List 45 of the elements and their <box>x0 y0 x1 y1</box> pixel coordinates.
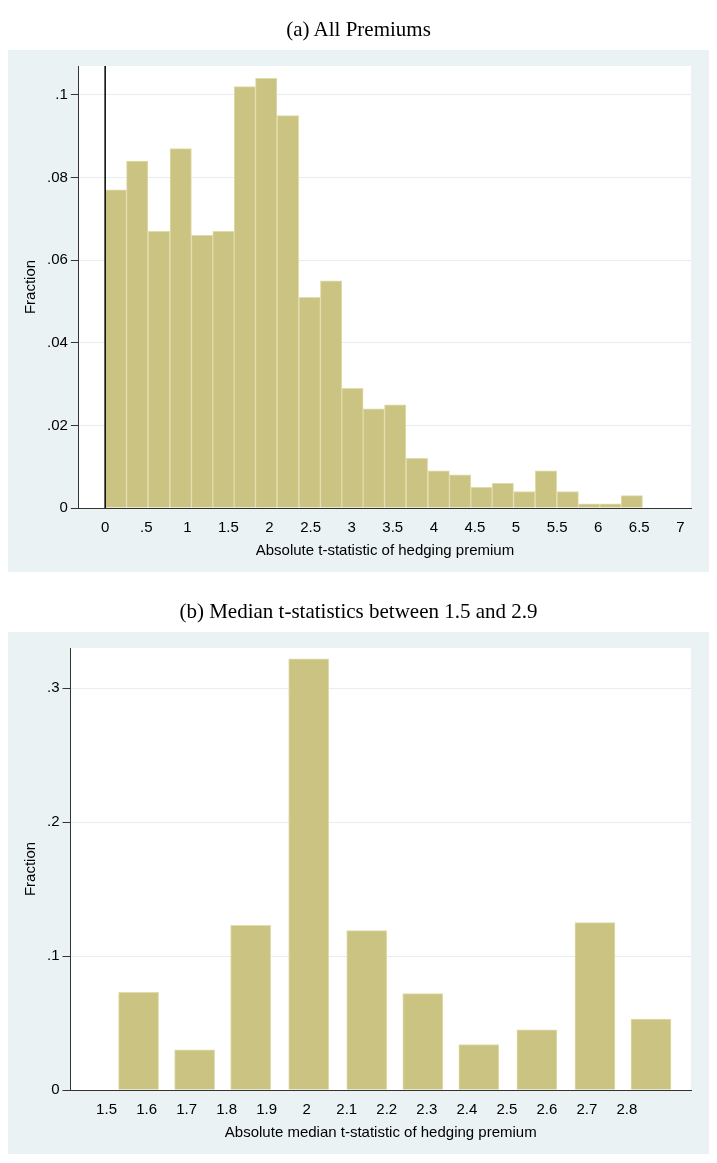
x-tick-label: 2.2 <box>376 1100 398 1118</box>
chart-title: (a) All Premiums <box>285 16 432 43</box>
y-tick-label: .1 <box>55 85 68 103</box>
y-tick-label: .06 <box>46 250 68 268</box>
x-axis-title: Absolute t-statistic of hedging premium <box>255 541 515 559</box>
x-tick-label: 2.4 <box>456 1100 478 1118</box>
y-tick-label: .08 <box>46 167 68 185</box>
x-tick-label: 6.5 <box>628 518 650 536</box>
x-tick-label: 5.5 <box>546 518 568 536</box>
x-tick-label: 2.5 <box>300 518 321 536</box>
x-tick-label: 2 <box>302 1100 311 1118</box>
y-tick-label: .04 <box>46 332 68 350</box>
x-tick-label: 3.5 <box>382 518 404 536</box>
x-tick-label: 2.6 <box>536 1100 558 1118</box>
x-tick-label: 4.5 <box>464 518 486 536</box>
x-tick-label: 2 <box>265 518 274 536</box>
x-tick-label: 7 <box>676 518 685 536</box>
x-tick-label: 2.3 <box>416 1100 438 1118</box>
y-tick-label: 0 <box>51 1080 60 1098</box>
y-tick-label: .3 <box>46 678 60 696</box>
x-tick-label: 2.7 <box>576 1100 598 1118</box>
y-tick-label: .2 <box>46 812 60 830</box>
x-tick-label: 3 <box>347 518 356 536</box>
x-tick-label: 5 <box>511 518 521 536</box>
y-axis-title: Fraction <box>21 841 39 897</box>
x-tick-label: 1.9 <box>256 1100 278 1118</box>
y-axis-title: Fraction <box>21 259 39 315</box>
x-tick-label: 2.8 <box>616 1100 638 1118</box>
x-tick-label: 1.7 <box>176 1100 198 1118</box>
y-tick-label: .1 <box>46 946 60 964</box>
chart-title: (b) Median t-statistics between 1.5 and 2.9 <box>178 598 539 625</box>
x-tick-label: 2.5 <box>496 1100 518 1118</box>
x-tick-label: 1.5 <box>96 1100 117 1118</box>
x-tick-label: 0 <box>100 518 110 536</box>
x-tick-label: .5 <box>139 518 153 536</box>
x-tick-label: 1 <box>183 518 192 536</box>
x-axis-title: Absolute median t-statistic of hedging premium <box>224 1123 537 1141</box>
x-tick-label: 1.8 <box>216 1100 238 1118</box>
x-tick-label: 6 <box>593 518 603 536</box>
x-tick-label: 1.6 <box>136 1100 157 1118</box>
x-tick-label: 2.1 <box>336 1100 358 1118</box>
x-tick-label: 4 <box>429 518 438 536</box>
y-tick-label: 0 <box>59 498 68 516</box>
y-tick-label: .02 <box>46 415 68 433</box>
x-tick-label: 1.5 <box>217 518 239 536</box>
